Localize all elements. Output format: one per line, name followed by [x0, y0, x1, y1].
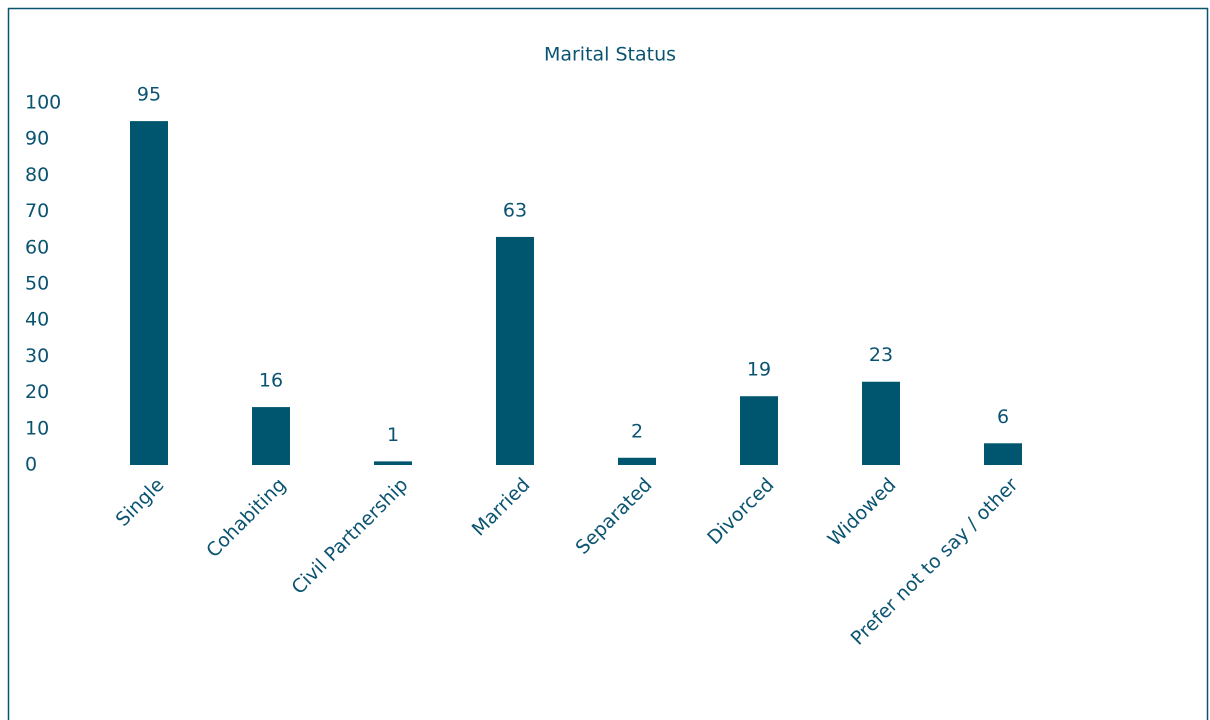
y-tick-label: 80 [25, 164, 49, 186]
bar [496, 236, 534, 465]
bar [252, 407, 290, 465]
bar [130, 121, 168, 465]
bar [984, 443, 1022, 465]
x-tick-label: Widowed [824, 474, 901, 551]
value-label: 95 [137, 84, 161, 106]
value-label: 6 [997, 406, 1009, 428]
value-label: 23 [869, 344, 893, 366]
y-tick-label: 100 [25, 92, 61, 114]
y-tick-label: 60 [25, 236, 49, 258]
bar [740, 396, 778, 465]
chart-title: Marital Status [544, 44, 676, 66]
y-tick-label: 0 [25, 454, 37, 476]
value-label: 1 [387, 424, 399, 446]
x-tick-label: Divorced [703, 474, 778, 549]
y-tick-label: 70 [25, 200, 49, 222]
bar [374, 461, 412, 465]
y-tick-label: 30 [25, 345, 49, 367]
x-tick-label: Civil Partnership [287, 474, 412, 599]
x-tick-label: Married [468, 474, 535, 541]
x-tick-label: Single [112, 474, 169, 531]
x-tick-label: Separated [571, 474, 656, 559]
bar [862, 381, 900, 465]
value-label: 19 [747, 359, 771, 381]
y-tick-label: 90 [25, 128, 49, 150]
y-tick-label: 50 [25, 273, 49, 295]
value-label: 63 [503, 199, 527, 221]
x-tick-label: Cohabiting [202, 474, 290, 562]
value-label: 16 [259, 370, 283, 392]
y-tick-label: 10 [25, 417, 49, 439]
value-label: 2 [631, 420, 643, 442]
y-tick-label: 20 [25, 381, 49, 403]
y-tick-label: 40 [25, 309, 49, 331]
chart-border [7, 7, 1209, 720]
bar [618, 457, 656, 465]
